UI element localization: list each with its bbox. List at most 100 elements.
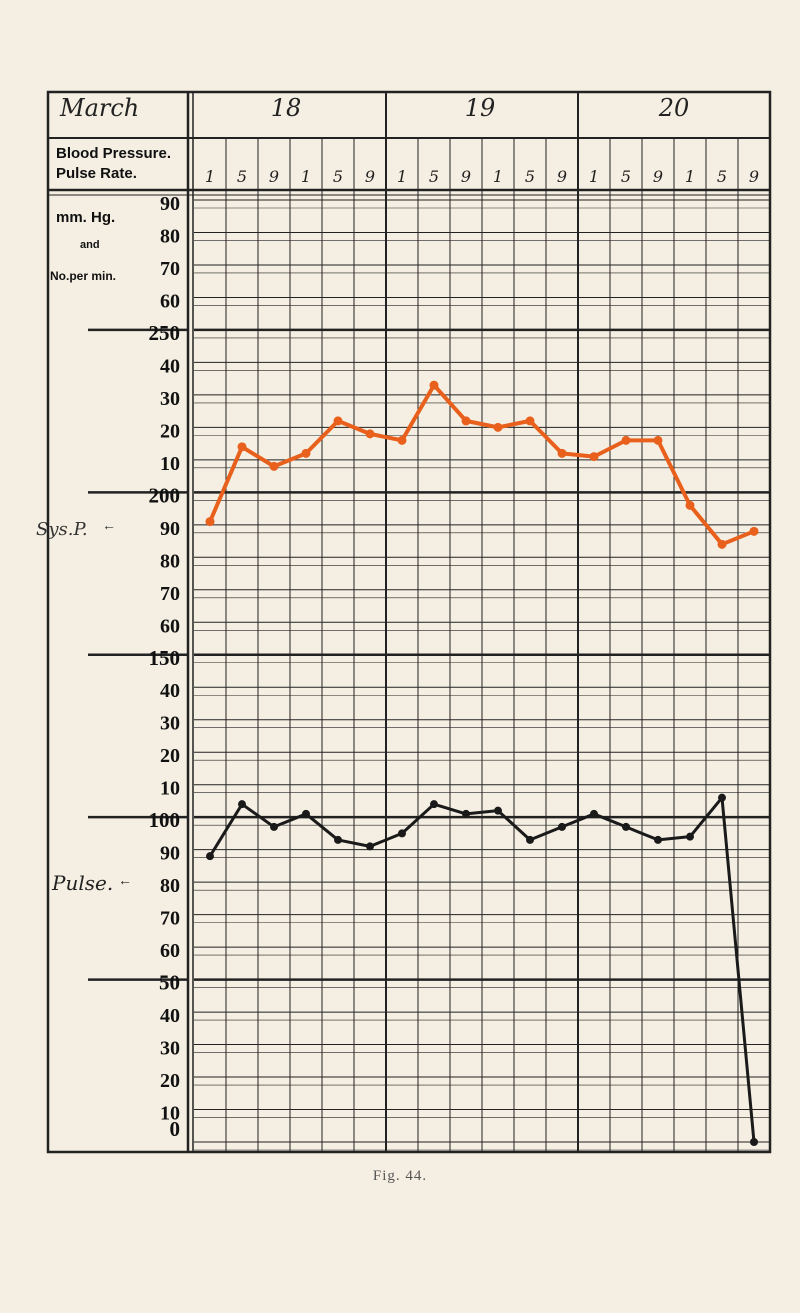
time-tick-15: 1 — [685, 167, 695, 186]
time-tick-14: 9 — [653, 167, 663, 186]
y-scale-label-23: 60 — [160, 940, 180, 962]
time-tick-1: 5 — [237, 167, 247, 186]
series-0-point-3 — [301, 448, 311, 458]
series-1-point-4 — [334, 835, 342, 844]
day-label-3: 20 — [658, 94, 690, 122]
series-0-point-17 — [749, 526, 759, 536]
figure-caption: Fig. 44. — [372, 1168, 428, 1184]
time-tick-0: 1 — [205, 167, 215, 186]
series-0-point-10 — [525, 416, 535, 426]
y-scale-label-10: 90 — [160, 518, 180, 540]
series-1-point-8 — [462, 809, 470, 818]
y-scale-label-27: 20 — [160, 1070, 180, 1092]
time-tick-16: 5 — [717, 167, 727, 186]
y-scale-label-29: 0 — [170, 1117, 181, 1141]
series-1-point-14 — [654, 835, 662, 844]
day-label-2: 19 — [465, 94, 496, 122]
y-scale-label-26: 30 — [160, 1038, 180, 1060]
series-1-point-2 — [270, 822, 278, 831]
time-tick-4: 5 — [333, 167, 343, 186]
y-scale-label-25: 40 — [160, 1005, 180, 1027]
y-scale-label-6: 30 — [160, 388, 180, 410]
time-tick-12: 1 — [589, 167, 599, 186]
series-0-point-7 — [429, 380, 439, 390]
y-scale-label-22: 70 — [160, 908, 180, 930]
y-scale-label-17: 20 — [160, 745, 180, 767]
series-1-point-12 — [590, 809, 598, 818]
pulse-marker-label: Pulse. — [51, 871, 113, 895]
series-1-point-3 — [302, 809, 310, 818]
series-1-point-7 — [430, 800, 438, 809]
y-scale-label-11: 80 — [160, 550, 180, 572]
time-ticks: 1 5 9 1 5 9 1 5 9 1 5 9 1 5 9 1 5 9 — [205, 167, 759, 186]
time-tick-11: 9 — [557, 167, 567, 186]
series-line-1 — [208, 796, 756, 1143]
y-scale-label-15: 40 — [160, 680, 180, 702]
series-0-point-12 — [589, 452, 599, 462]
series-0-point-9 — [493, 422, 503, 432]
chart-grid — [46, 90, 772, 1154]
series-0-point-4 — [333, 416, 343, 426]
series-0-point-8 — [461, 416, 471, 426]
y-scale-label-18: 10 — [160, 778, 180, 800]
time-tick-13: 5 — [621, 167, 631, 186]
series-0-point-14 — [653, 435, 663, 445]
series-1-point-6 — [398, 829, 406, 838]
bp-arrow-icon: ← — [102, 517, 116, 533]
y-scale-label-20: 90 — [160, 843, 180, 865]
y-scale-label-19: 100 — [149, 808, 181, 832]
time-tick-5: 9 — [365, 167, 375, 186]
time-tick-10: 5 — [525, 167, 535, 186]
series-1-point-5 — [366, 842, 374, 851]
time-tick-7: 5 — [429, 167, 439, 186]
day-label-1: 18 — [271, 94, 302, 122]
y-scale-label-24: 50 — [159, 971, 180, 995]
units-label-2: and — [80, 239, 100, 251]
units-label-3: No.per min. — [50, 269, 116, 283]
series-1-point-9 — [494, 806, 502, 815]
row-label-bp: Blood Pressure. — [56, 145, 171, 162]
time-tick-8: 9 — [461, 167, 471, 186]
y-scale-label-0: 90 — [160, 193, 180, 215]
row-label-pulse: Pulse Rate. — [56, 165, 137, 182]
series-1-point-13 — [622, 822, 630, 831]
y-scale-label-14: 150 — [149, 646, 181, 670]
time-tick-2: 9 — [269, 167, 279, 186]
series-1-point-11 — [558, 822, 566, 831]
units-label-1: mm. Hg. — [56, 209, 115, 226]
y-scale-label-5: 40 — [160, 355, 180, 377]
y-scale-label-9: 200 — [149, 483, 181, 507]
series-0-point-13 — [621, 435, 631, 445]
series-layer — [205, 380, 759, 1146]
series-1-point-10 — [526, 835, 534, 844]
time-tick-9: 1 — [493, 167, 503, 186]
pulse-arrow-icon: ← — [118, 872, 132, 888]
series-0-point-2 — [269, 461, 279, 471]
series-line-0 — [208, 383, 755, 547]
series-0-point-5 — [365, 429, 375, 439]
y-scale-label-28: 10 — [160, 1103, 180, 1125]
temperature-chart: March 18 19 20 Blood Pressure. Pulse Rat… — [36, 90, 772, 1154]
y-scale-label-13: 60 — [160, 615, 180, 637]
series-1-point-1 — [238, 800, 246, 809]
series-1-point-16 — [718, 793, 726, 802]
y-scale-label-1: 80 — [160, 225, 180, 247]
y-scale-labels: 9080706025040302010200908070601504030201… — [149, 193, 181, 1141]
y-scale-label-8: 10 — [160, 453, 180, 475]
y-scale-label-3: 60 — [160, 290, 180, 312]
y-scale-label-2: 70 — [160, 258, 180, 280]
series-0-point-1 — [237, 442, 247, 452]
series-0-point-0 — [205, 517, 215, 527]
series-0-point-15 — [685, 500, 695, 510]
series-1-point-0 — [206, 852, 214, 861]
series-1-point-17 — [750, 1138, 758, 1146]
series-1-point-15 — [686, 832, 694, 841]
bp-marker-label: Sys.P. — [36, 519, 88, 540]
y-scale-label-21: 80 — [160, 875, 180, 897]
series-0-point-11 — [557, 448, 567, 458]
series-0-point-16 — [717, 539, 727, 549]
y-scale-label-7: 20 — [160, 420, 180, 442]
time-tick-3: 1 — [301, 167, 311, 186]
time-tick-6: 1 — [397, 167, 407, 186]
series-0-point-6 — [397, 435, 407, 445]
